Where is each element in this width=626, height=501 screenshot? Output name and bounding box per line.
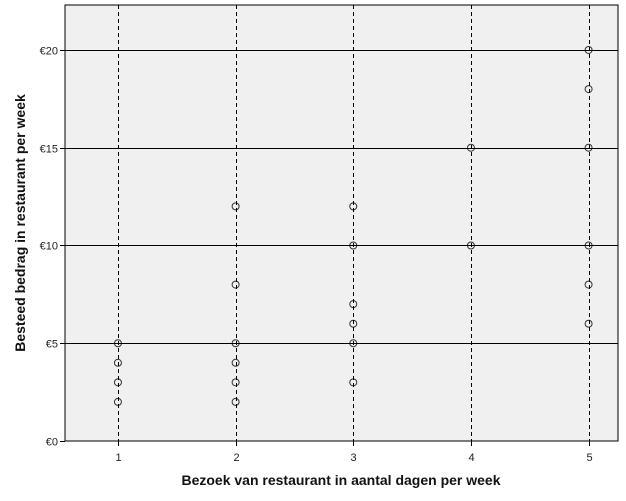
data-point	[584, 143, 593, 152]
y-tick-label: €20	[40, 46, 58, 58]
data-point	[231, 202, 240, 211]
x-tick-label: 4	[468, 452, 474, 464]
data-point	[584, 85, 593, 94]
data-point	[113, 339, 122, 348]
data-point	[113, 378, 122, 387]
data-point	[584, 45, 593, 54]
y-axis-title: Besteed bedrag in restaurant per week	[12, 94, 28, 352]
data-point	[584, 241, 593, 250]
data-point	[113, 358, 122, 367]
data-point	[466, 143, 475, 152]
plot-area	[64, 4, 619, 442]
data-point	[349, 241, 358, 250]
data-point	[349, 378, 358, 387]
x-tick-label: 2	[233, 452, 239, 464]
data-point	[349, 339, 358, 348]
data-point	[466, 241, 475, 250]
axis-ticks: €0 €5 €10 €15 €20 1 2 3 4 5	[40, 46, 593, 465]
x-tick-label: 3	[350, 452, 356, 464]
data-point	[231, 358, 240, 367]
y-tick-label: €10	[40, 241, 58, 253]
data-points	[113, 45, 593, 406]
x-axis-title: Bezoek van restaurant in aantal dagen pe…	[181, 472, 500, 488]
data-point	[349, 202, 358, 211]
y-tick-label: €15	[40, 144, 58, 156]
y-tick-label: €5	[46, 339, 58, 351]
x-tick-label: 1	[115, 452, 121, 464]
y-tick-label: €0	[46, 437, 58, 449]
data-point	[231, 397, 240, 406]
data-point	[584, 280, 593, 289]
data-point	[231, 280, 240, 289]
data-point	[231, 378, 240, 387]
data-point	[231, 339, 240, 348]
data-point	[349, 319, 358, 328]
data-point	[584, 319, 593, 328]
x-tick-label: 5	[586, 452, 592, 464]
data-point	[349, 300, 358, 309]
grid-lines	[65, 5, 618, 441]
data-point	[113, 397, 122, 406]
